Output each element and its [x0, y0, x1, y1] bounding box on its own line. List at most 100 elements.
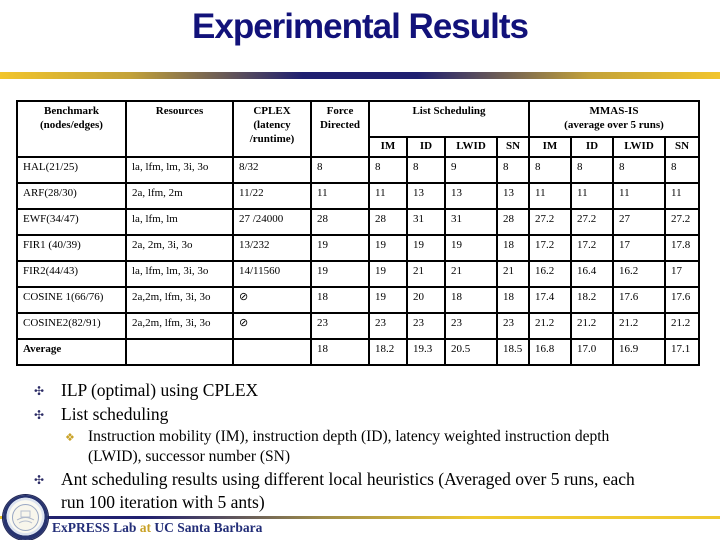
cell-mmas-lwid: 27 [612, 208, 666, 236]
cell-list-sn: 18 [496, 286, 530, 314]
cell-mmas-lwid: 8 [612, 156, 666, 184]
cell-mmas-sn: 11 [664, 182, 700, 210]
cell-list-sn: 18 [496, 234, 530, 262]
cell-cplex: 8/32 [232, 156, 312, 184]
cell-force-directed: 18 [310, 286, 370, 314]
table-row: FIR2(44/43) la, lfm, lm, 3i, 3o 14/11560 19… [16, 260, 700, 288]
cell-mmas-sn: 17.6 [664, 286, 700, 314]
table-row: FIR1 (40/39) 2a, 2m, 3i, 3o 13/232 19 19 19 19… [16, 234, 700, 262]
cell-mmas-sn: 27.2 [664, 208, 700, 236]
cell-list-lwid: 13 [444, 182, 498, 210]
cell-mmas-im: 17.4 [528, 286, 572, 314]
cell-mmas-im: 16.2 [528, 260, 572, 288]
col-subheader-list-im: IM [368, 136, 408, 158]
cell-resources [125, 338, 234, 366]
cell-list-im: 28 [368, 208, 408, 236]
cell-mmas-id: 18.2 [570, 286, 614, 314]
cell-mmas-im: 17.2 [528, 234, 572, 262]
table-header-row: Benchmark (nodes/edges) Resources CPLEX … [16, 100, 700, 158]
col-group-list-scheduling: List Scheduling [368, 100, 530, 138]
col-header-benchmark: Benchmark (nodes/edges) [16, 100, 127, 158]
footer-lab-name: ExPRESS Lab [52, 520, 137, 535]
table-row: Average 18 18.2 19.3 20.5 18.5 16.8 17.0 16.9 17.… [16, 338, 700, 366]
col-subheader-list-sn: SN [496, 136, 530, 158]
cell-mmas-im: 27.2 [528, 208, 572, 236]
cell-mmas-id: 27.2 [570, 208, 614, 236]
cell-force-directed: 19 [310, 234, 370, 262]
col-subheader-list-id: ID [406, 136, 446, 158]
cell-resources: 2a,2m, lfm, 3i, 3o [125, 312, 234, 340]
cell-force-directed: 19 [310, 260, 370, 288]
cell-force-directed: 28 [310, 208, 370, 236]
cell-benchmark: HAL(21/25) [16, 156, 127, 184]
cell-list-id: 23 [406, 312, 446, 340]
cell-cplex: ⊘ [232, 286, 312, 314]
footer-at: at [139, 520, 152, 535]
page-title: Experimental Results [192, 7, 529, 46]
cell-list-lwid: 9 [444, 156, 498, 184]
bullet-text: ILP (optimal) using CPLEX [61, 380, 259, 400]
cell-mmas-lwid: 11 [612, 182, 666, 210]
bullet-text: Ant scheduling results using different l… [61, 468, 635, 513]
cell-mmas-im: 8 [528, 156, 572, 184]
cell-list-sn: 13 [496, 182, 530, 210]
cell-mmas-lwid: 17 [612, 234, 666, 262]
cell-cplex: 14/11560 [232, 260, 312, 288]
cell-list-lwid: 21 [444, 260, 498, 288]
cell-resources: la, lfm, lm [125, 208, 234, 236]
cell-force-directed: 23 [310, 312, 370, 340]
col-subheader-mmas-im: IM [528, 136, 572, 158]
cell-mmas-sn: 8 [664, 156, 700, 184]
cell-resources: la, lfm, lm, 3i, 3o [125, 260, 234, 288]
cell-list-im: 19 [368, 260, 408, 288]
cell-resources: 2a, 2m, 3i, 3o [125, 234, 234, 262]
col-subheader-mmas-id: ID [570, 136, 614, 158]
cell-list-lwid: 19 [444, 234, 498, 262]
cell-list-sn: 18.5 [496, 338, 530, 366]
cell-list-id: 19 [406, 234, 446, 262]
bullet-item-ilp: ✣ ILP (optimal) using CPLEX [34, 379, 648, 402]
cell-resources: la, lfm, lm, 3i, 3o [125, 156, 234, 184]
bullet-item-heuristics: ❖ Instruction mobility (IM), instruction… [65, 427, 648, 466]
cell-list-lwid: 20.5 [444, 338, 498, 366]
cell-list-id: 13 [406, 182, 446, 210]
cell-list-im: 23 [368, 312, 408, 340]
cell-list-im: 18.2 [368, 338, 408, 366]
cell-list-id: 19.3 [406, 338, 446, 366]
col-header-resources: Resources [125, 100, 234, 158]
top-divider [0, 72, 720, 79]
results-table-body: HAL(21/25) la, lfm, lm, 3i, 3o 8/32 8 8 8 9 8 8 8… [16, 156, 700, 366]
cell-mmas-lwid: 16.2 [612, 260, 666, 288]
cell-benchmark: EWF(34/47) [16, 208, 127, 236]
diamond-bullet-icon: ❖ [65, 431, 75, 445]
table-subheader-row: IM ID LWID SN IM ID LWID SN [17, 136, 700, 158]
cell-mmas-im: 16.8 [528, 338, 572, 366]
col-subheader-mmas-sn: SN [664, 136, 700, 158]
cell-mmas-id: 16.4 [570, 260, 614, 288]
cell-list-sn: 28 [496, 208, 530, 236]
cell-cplex [232, 338, 312, 366]
cell-list-lwid: 31 [444, 208, 498, 236]
cell-list-im: 19 [368, 234, 408, 262]
cell-list-lwid: 18 [444, 286, 498, 314]
cell-resources: 2a,2m, lfm, 3i, 3o [125, 286, 234, 314]
col-group-mmas-is: MMAS-IS (average over 5 runs) [528, 100, 700, 138]
bullet-item-ant-scheduling: ✣ Ant scheduling results using different… [34, 468, 648, 514]
cell-mmas-sn: 17 [664, 260, 700, 288]
cell-list-sn: 8 [496, 156, 530, 184]
table-row: ARF(28/30) 2a, lfm, 2m 11/22 11 11 13 13 13 11 11… [16, 182, 700, 210]
bullet-item-list-scheduling: ✣ List scheduling [34, 403, 648, 426]
cell-list-im: 19 [368, 286, 408, 314]
cell-mmas-id: 17.2 [570, 234, 614, 262]
cell-list-id: 20 [406, 286, 446, 314]
bottom-divider [0, 516, 720, 519]
cell-mmas-sn: 17.8 [664, 234, 700, 262]
col-header-force-directed: Force Directed [310, 100, 370, 158]
cell-mmas-id: 17.0 [570, 338, 614, 366]
cell-list-id: 8 [406, 156, 446, 184]
ucsb-seal-logo [3, 495, 48, 540]
cell-mmas-id: 8 [570, 156, 614, 184]
table-row: COSINE 1(66/76) 2a,2m, lfm, 3i, 3o ⊘ 18 19 20… [16, 286, 700, 314]
cell-benchmark: Average [16, 338, 127, 366]
